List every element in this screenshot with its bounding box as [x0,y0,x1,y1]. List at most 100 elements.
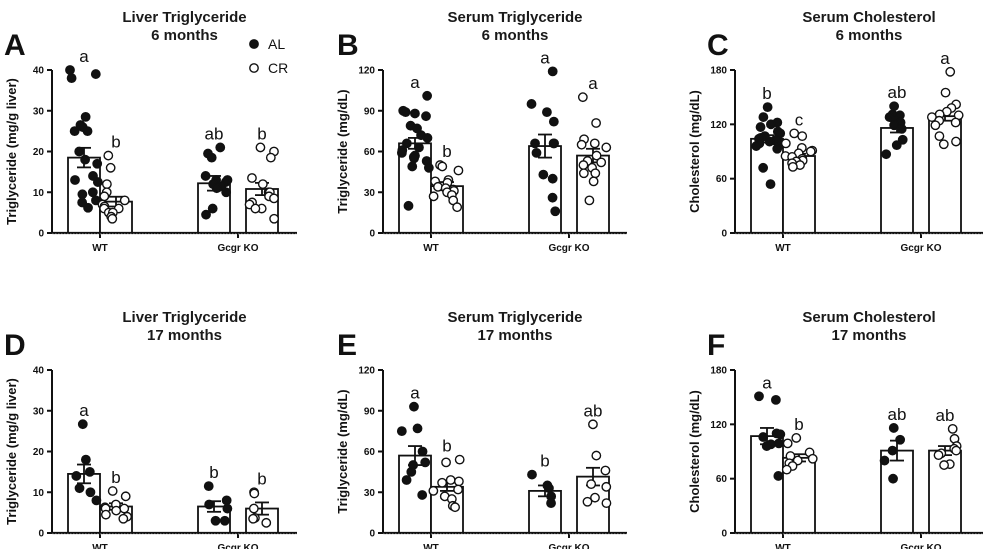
point-AL [414,142,424,153]
bar-CR-Gcgr KO [928,115,962,234]
point-CR [119,503,130,514]
y-axis-label: Triglyceride (mg/dL) [335,89,350,213]
point-AL [546,498,556,509]
legend-marker-CR [249,63,259,73]
significance-letter: a [540,48,550,67]
point-CR [590,492,600,503]
significance-letter: b [540,452,549,471]
point-AL [548,116,559,127]
point-AL [766,119,776,130]
y-tick-label: 20 [33,147,45,158]
point-CR [951,445,962,456]
chart-title: 6 months [151,27,218,44]
y-tick-label: 40 [33,366,45,377]
point-AL [895,434,906,445]
y-tick-label: 60 [716,174,728,185]
y-tick-label: 120 [710,120,727,131]
point-AL [85,487,96,498]
significance-letter: ab [888,83,907,102]
point-CR [601,481,612,492]
panel-label: A [4,29,26,62]
point-AL [881,149,892,160]
significance-letter: b [257,124,266,143]
bar-AL-Gcgr KO [528,145,562,234]
point-CR [453,165,464,176]
point-AL [889,120,900,131]
significance-letter: a [940,49,950,68]
x-category-label: WT [775,243,791,254]
point-AL [410,108,420,119]
point-AL [409,401,419,412]
chart-title: Serum Triglyceride [447,309,582,326]
point-CR [453,484,463,495]
point-CR [118,513,129,524]
point-CR [454,454,465,465]
y-tick-label: 180 [710,366,727,377]
significance-letter: b [209,463,218,482]
point-CR [582,496,593,507]
point-AL [219,515,230,526]
point-CR [807,453,818,464]
panel-label: F [707,329,725,362]
point-AL [773,438,784,449]
point-AL [531,147,542,158]
x-category-label: Gcgr KO [217,543,258,549]
point-AL [201,209,211,220]
y-tick-label: 30 [364,488,376,499]
x-category-label: Gcgr KO [900,543,941,549]
point-CR [111,505,122,516]
point-CR [596,157,607,168]
point-AL [421,111,431,122]
point-AL [879,455,890,466]
point-AL [221,495,232,506]
point-CR [250,203,261,214]
y-tick-label: 120 [710,420,727,431]
point-AL [897,134,908,145]
point-AL [406,466,417,477]
point-AL [401,138,412,149]
point-AL [77,189,88,200]
point-AL [82,126,93,137]
point-CR [781,464,792,475]
point-AL [401,475,412,485]
point-CR [782,438,793,449]
point-CR [453,476,464,487]
point-AL [206,152,217,163]
point-CR [437,477,447,488]
point-AL [417,490,428,500]
y-tick-label: 30 [33,106,45,117]
point-AL [422,133,433,143]
y-tick-label: 60 [364,147,376,158]
point-AL [758,112,769,122]
y-tick-label: 60 [364,447,376,458]
significance-letter: b [257,469,266,488]
point-CR [601,142,612,153]
point-AL [530,138,540,149]
point-CR [588,419,598,430]
significance-letter: ab [936,406,955,425]
significance-letter: ab [888,405,907,424]
point-CR [103,150,114,161]
legend-marker-AL [249,39,259,49]
point-AL [407,161,418,172]
point-CR [601,498,612,509]
point-AL [203,481,214,492]
point-AL [765,179,776,190]
y-tick-label: 0 [721,529,727,540]
point-AL [400,107,411,118]
y-tick-label: 10 [33,488,45,499]
point-CR [600,465,611,476]
point-CR [950,117,961,128]
point-AL [222,503,233,514]
point-CR [586,479,597,490]
point-CR [934,131,945,142]
y-axis-label: Cholesterol (mg/dL) [687,90,702,213]
point-CR [797,131,808,142]
point-AL [891,140,902,151]
x-category-label: WT [423,543,439,549]
point-CR [261,517,272,528]
chart-title: Serum Cholesterol [802,309,935,326]
point-CR [450,502,460,513]
point-AL [762,102,773,113]
